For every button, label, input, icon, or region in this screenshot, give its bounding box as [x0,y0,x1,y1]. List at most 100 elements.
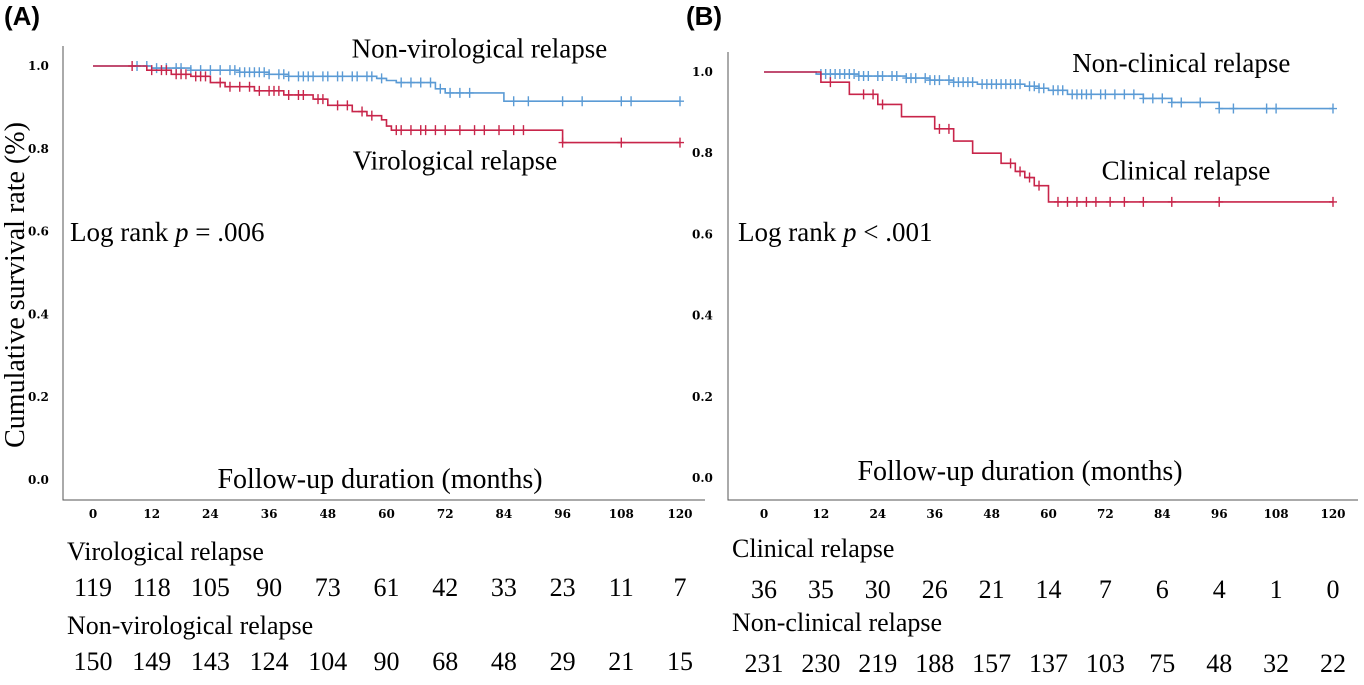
annotation-prefix: Log rank [738,217,843,247]
y-tick-label: 0.6 [692,227,713,241]
censor-mark [617,137,626,148]
censor-mark [255,85,264,96]
risk-value: 7 [1099,575,1112,604]
risk-value: 90 [374,647,400,676]
x-tick-label: 60 [1040,507,1057,521]
censor-mark [495,125,504,136]
censor-mark [338,71,347,82]
censor-mark [367,71,376,82]
censor-mark [181,69,190,80]
censor-mark [1053,196,1062,207]
risk-value: 23 [550,573,576,602]
censor-mark [1082,196,1091,207]
risk-value: 11 [609,573,634,602]
censor-mark [1215,103,1224,114]
censor-mark [309,71,318,82]
risk-value: 48 [491,647,517,676]
x-tick-label: 84 [496,507,513,521]
censor-mark [1110,89,1119,100]
risk-value: 68 [432,647,458,676]
risk-row-label: Non-virological relapse [67,611,313,640]
censor-mark [1058,85,1067,96]
censor-mark [1329,103,1337,114]
censor-mark [1120,89,1129,100]
annotation-p: p [841,217,857,247]
censor-mark [1016,79,1025,90]
censor-mark [935,75,944,86]
censor-mark [1196,97,1205,108]
censor-mark [578,96,587,107]
risk-row-label: Virological relapse [67,537,264,566]
log-rank-annotation: Log rank p = .006 [70,217,264,247]
risk-value: 149 [132,647,171,676]
risk-value: 124 [250,647,289,676]
x-tick-label: 72 [437,507,454,521]
risk-value: 21 [979,575,1005,604]
censor-mark [279,69,288,80]
censor-mark [1177,97,1186,108]
risk-value: 32 [1263,649,1289,678]
censor-mark [558,96,567,107]
censor-mark [1087,89,1096,100]
censor-mark [397,125,406,136]
censor-mark [323,71,332,82]
risk-value: 1 [1270,575,1283,604]
risk-value: 90 [256,573,282,602]
censor-mark [1129,89,1138,100]
censor-mark [152,63,161,74]
censor-mark [465,87,474,98]
censor-mark [676,96,684,107]
censor-mark [1039,83,1048,94]
x-tick-label: 0 [760,507,768,521]
censor-mark [509,96,518,107]
censor-mark [367,110,376,121]
censor-mark [859,89,868,100]
curve-label: Virological relapse [353,146,558,176]
risk-value: 4 [1213,575,1226,604]
x-tick-label: 36 [926,507,943,521]
risk-value: 33 [491,573,517,602]
y-axis-title: Cumulative survival rate (%) [0,122,31,448]
censor-mark [911,73,920,84]
x-tick-label: 36 [261,507,278,521]
censor-mark [1158,93,1167,104]
censor-mark [869,89,878,100]
series-line [93,65,680,144]
censor-mark [1035,180,1044,191]
censor-mark [446,87,455,98]
annotation-suffix: = .006 [188,217,264,247]
y-tick-label: 0.2 [692,390,713,404]
censor-mark [436,83,445,94]
panel-a: (A) 0.0 0.2 0.4 0.6 0.8 1.0 0 12 24 36 48 60 72 84 96 10… [4,1,705,676]
censor-mark [206,65,215,76]
censor-mark [431,125,440,136]
censor-mark [524,96,533,107]
curve-label: Clinical relapse [1102,156,1271,186]
censor-mark [509,125,518,136]
censor-mark [1101,89,1110,100]
censor-mark [1167,97,1176,108]
risk-value: 26 [922,575,948,604]
risk-value: 42 [432,573,458,602]
censor-mark [968,77,977,88]
annotation-suffix: < .001 [856,217,932,247]
censor-mark [284,89,293,100]
x-tick-label: 120 [667,507,692,521]
censor-mark [1106,196,1115,207]
censor-mark [201,71,210,82]
risk-value: 219 [858,649,897,678]
censor-mark [850,69,859,80]
risk-value: 188 [915,649,954,678]
curve-label: Non-virological relapse [352,34,608,64]
censor-mark [470,125,479,136]
y-tick-label: 0.2 [28,390,49,404]
censor-mark [935,123,944,134]
risk-value: 137 [1029,649,1068,678]
censor-mark [1167,196,1176,207]
x-axis-title: Follow-up duration (months) [857,456,1182,487]
censor-mark [260,67,269,78]
censor-mark [676,137,684,148]
censor-mark [358,106,367,117]
censor-mark [318,94,327,105]
